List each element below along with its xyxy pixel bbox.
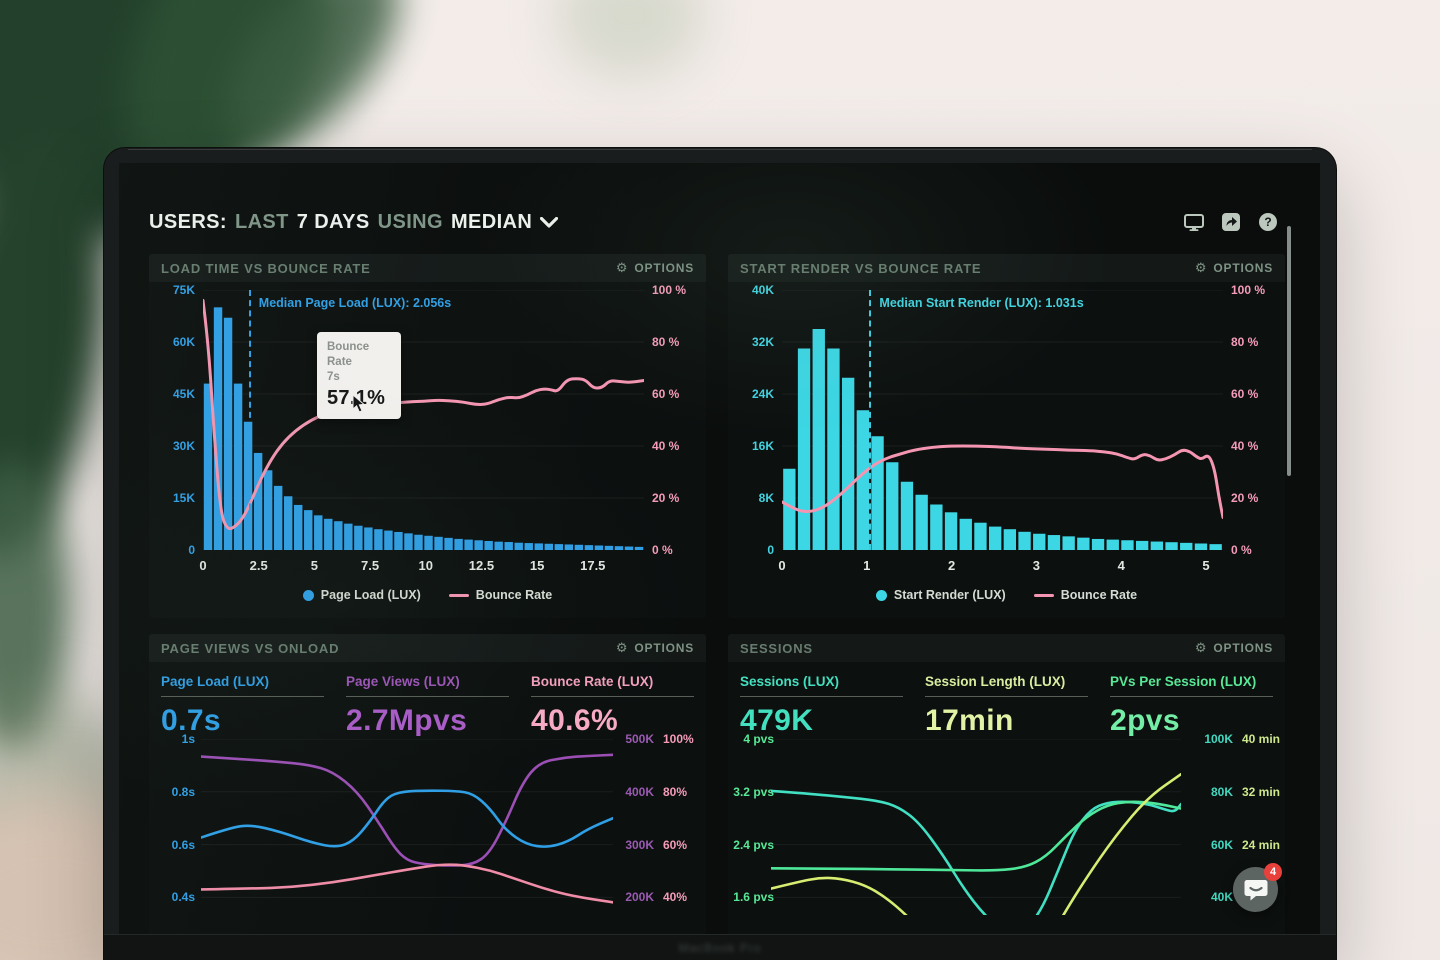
dashboard-header: USERS: LAST 7 DAYS USING MEDIAN ? <box>149 207 1279 237</box>
chat-bubble-icon <box>1244 880 1267 901</box>
panel-start-render-vs-bounce-rate: START RENDER VS BOUNCE RATE OPTIONS 40K3… <box>728 254 1285 618</box>
chart-legend: Page Load (LUX) Bounce Rate <box>149 588 706 602</box>
gear-icon <box>616 640 628 656</box>
x-tick-label: 0 <box>778 558 786 573</box>
line-chart <box>201 739 613 915</box>
metric-page-views: Page Views (LUX) 2.7Mpvs <box>346 674 509 738</box>
x-tick-label: 12.5 <box>468 558 495 573</box>
line-chart <box>771 739 1181 915</box>
panel-title: START RENDER VS BOUNCE RATE <box>740 260 982 276</box>
bar-line-chart: Median Start Render (LUX): 1.031s <box>782 290 1223 550</box>
metrics-row: Page Load (LUX) 0.7s Page Views (LUX) 2.… <box>149 662 706 738</box>
gear-icon <box>1195 640 1207 656</box>
legend-item[interactable]: Start Render (LUX) <box>875 588 1006 602</box>
metric-session-length: Session Length (LUX) 17min <box>925 674 1088 738</box>
metric-bounce-rate: Bounce Rate (LUX) 40.6% <box>531 674 694 738</box>
help-icon[interactable]: ? <box>1257 211 1279 233</box>
legend-item[interactable]: Page Load (LUX) <box>302 588 421 602</box>
x-tick-label: 2 <box>947 558 956 573</box>
bar-line-chart: Median Page Load (LUX): 2.056s <box>203 290 644 550</box>
x-tick-label: 0 <box>199 558 207 573</box>
x-tick-label: 1 <box>863 558 871 573</box>
metric-sessions: Sessions (LUX) 479K <box>740 674 903 738</box>
laptop: USERS: LAST 7 DAYS USING MEDIAN ? <box>103 147 1337 960</box>
mouse-cursor <box>352 394 365 413</box>
median-annotation: Median Page Load (LUX): 2.056s <box>258 296 452 310</box>
x-tick-label: 3 <box>1032 558 1041 573</box>
options-button[interactable]: OPTIONS <box>616 640 694 656</box>
dashboard-title-dropdown[interactable]: USERS: LAST 7 DAYS USING MEDIAN <box>149 210 559 234</box>
options-button[interactable]: OPTIONS <box>1195 640 1273 656</box>
laptop-brand: MacBook Pro <box>678 940 762 955</box>
y-axis-left: 4 pvs 3.2 pvs 2.4 pvs 1.6 pvs <box>733 732 774 905</box>
y-axis-left: 75K 60K 45K 30K 15K 0 <box>172 283 195 557</box>
svg-text:?: ? <box>1264 215 1271 229</box>
panel-title: LOAD TIME VS BOUNCE RATE <box>161 260 371 276</box>
screen: USERS: LAST 7 DAYS USING MEDIAN ? <box>119 163 1320 960</box>
chart-legend: Start Render (LUX) Bounce Rate <box>728 588 1285 602</box>
legend-item[interactable]: Bounce Rate <box>1033 588 1137 602</box>
metrics-row: Sessions (LUX) 479K Session Length (LUX)… <box>728 662 1285 738</box>
display-icon[interactable] <box>1183 211 1205 233</box>
scrollbar-thumb[interactable] <box>1287 226 1291 476</box>
panel-title: SESSIONS <box>740 640 813 656</box>
title-segment: LAST <box>234 210 289 233</box>
title-segment: USERS: <box>149 210 227 233</box>
panel-grid: LOAD TIME VS BOUNCE RATE OPTIONS 75K60K4… <box>149 254 1285 946</box>
title-segment: MEDIAN <box>450 210 533 233</box>
chevron-down-icon <box>540 216 559 228</box>
plant-leaf <box>555 0 705 80</box>
y-axis-right: 100 % 80 % 60 % 40 % 20 % 0 % <box>652 283 687 557</box>
y-axis-right: 500K 100% 400K 80% 300K 60% 200K 40% <box>625 732 694 905</box>
title-segment: USING <box>377 210 443 233</box>
panel-load-time-vs-bounce-rate: LOAD TIME VS BOUNCE RATE OPTIONS 75K60K4… <box>149 254 706 618</box>
metric-page-load: Page Load (LUX) 0.7s <box>161 674 324 738</box>
legend-line-icon <box>1033 593 1054 597</box>
x-tick-label: 5 <box>1202 558 1210 573</box>
legend-dot-icon <box>302 589 314 601</box>
x-tick-label: 4 <box>1117 558 1125 573</box>
y-axis-left: 40K 32K 24K 16K 8K 0 <box>751 283 774 557</box>
title-segment: 7 DAYS <box>296 210 370 233</box>
x-axis: 0 2.5 5 7.5 10 12.5 15 17.5 <box>199 558 644 574</box>
metric-pvs-per-session: PVs Per Session (LUX) 2pvs <box>1110 674 1273 738</box>
panel-sessions: SESSIONS OPTIONS Sessions (LUX) 479K Ses… <box>728 634 1285 946</box>
gear-icon <box>1195 260 1207 276</box>
y-axis-left: 1s 0.8s 0.6s 0.4s <box>171 732 195 905</box>
panel-title: PAGE VIEWS VS ONLOAD <box>161 640 340 656</box>
laptop-hinge: MacBook Pro <box>104 934 1336 960</box>
chat-launcher-button[interactable]: 4 <box>1233 863 1282 912</box>
gear-icon <box>616 260 628 276</box>
median-annotation: Median Start Render (LUX): 1.031s <box>879 296 1084 310</box>
panel-page-views-vs-onload: PAGE VIEWS VS ONLOAD OPTIONS Page Load (… <box>149 634 706 946</box>
x-axis: 0 1 2 3 4 5 <box>778 558 1223 574</box>
x-tick-label: 2.5 <box>249 558 268 573</box>
share-icon[interactable] <box>1220 211 1242 233</box>
legend-item[interactable]: Bounce Rate <box>448 588 552 602</box>
legend-line-icon <box>448 593 469 597</box>
x-tick-label: 5 <box>310 558 318 573</box>
options-button[interactable]: OPTIONS <box>1195 260 1273 276</box>
y-axis-right: 100 % 80 % 60 % 40 % 20 % 0 % <box>1231 283 1266 557</box>
notification-badge: 4 <box>1264 863 1282 881</box>
x-tick-label: 10 <box>418 558 433 573</box>
options-button[interactable]: OPTIONS <box>616 260 694 276</box>
legend-dot-icon <box>875 589 887 601</box>
x-tick-label: 17.5 <box>580 558 606 573</box>
x-tick-label: 15 <box>529 558 545 573</box>
y-axis-right: 100K 40 min 80K 32 min 60K 24 min 40K <box>1204 732 1281 905</box>
x-tick-label: 7.5 <box>360 558 380 573</box>
